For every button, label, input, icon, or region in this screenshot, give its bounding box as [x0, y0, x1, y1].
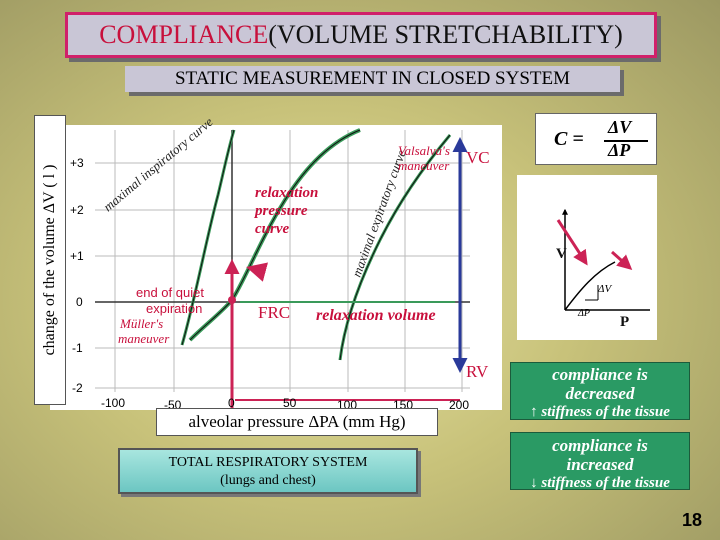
y-axis-label-box: change of the volume ΔV ( l ) — [34, 115, 66, 405]
max-inspiratory-curve-line — [181, 129, 235, 346]
formula-denominator: ΔP — [608, 140, 631, 160]
y-tick-labels: +3 +2 +1 0 -1 -2 — [70, 156, 84, 395]
muller-label-1: Müller's — [119, 316, 163, 331]
increased-line3: ↓ stiffness of the tissue — [530, 475, 670, 491]
formula-c: C = — [554, 128, 584, 150]
subtitle-banner: STATIC MEASUREMENT IN CLOSED SYSTEM — [125, 66, 620, 92]
compliance-decreased-box: compliance is decreased ↑ stiffness of t… — [510, 362, 690, 420]
relaxation-volume-label: relaxation volume — [316, 307, 436, 324]
formula-fraction-bar — [604, 140, 648, 142]
decreased-line2: decreased — [565, 384, 635, 403]
muller-label: Müller's maneuver — [118, 316, 170, 346]
compliance-formula: C = ΔV ΔP — [535, 113, 657, 165]
relaxation-pointer-arrow — [246, 262, 269, 282]
muller-label-2: maneuver — [118, 331, 170, 346]
compliance-increased-box: compliance is increased ↓ stiffness of t… — [510, 432, 690, 491]
x-tick-0: 0 — [228, 396, 235, 410]
plot-panel — [50, 125, 502, 410]
total-system-line2: (lungs and chest) — [220, 473, 316, 488]
relaxation-label: relaxation pressure curve — [253, 185, 318, 237]
title-banner: COMPLIANCE (VOLUME STRETCHABILITY) — [65, 12, 657, 58]
increased-line2: increased — [566, 455, 634, 474]
decreased-line1: compliance is — [552, 365, 648, 384]
end-quiet-label-1: end of quiet — [136, 285, 204, 300]
formula-numerator: ΔV — [608, 117, 632, 137]
relaxation-label-1: relaxation — [255, 185, 318, 201]
y-tick-neg2: -2 — [72, 381, 83, 395]
x-tick-50: 50 — [283, 396, 297, 410]
frc-label: FRC — [258, 303, 290, 322]
mini-dv-label: ΔV — [597, 283, 612, 295]
x-axis-label: alveolar pressure ΔPA (mm Hg) — [156, 408, 438, 436]
max-insp-label: maximal inspiratory curve — [100, 114, 215, 214]
mini-v-label: V — [556, 246, 567, 262]
y-tick-neg1: -1 — [72, 341, 83, 355]
relaxation-label-3: curve — [255, 221, 289, 237]
frc-point — [228, 296, 236, 304]
x-tick-neg100: -100 — [101, 396, 125, 410]
y-tick-1: +1 — [70, 249, 84, 263]
valsalva-label: Valsalva's maneuver — [398, 143, 450, 173]
title-red: COMPLIANCE — [99, 20, 269, 49]
vc-label: VC — [466, 148, 490, 167]
total-respiratory-system-box: TOTAL RESPIRATORY SYSTEM (lungs and ches… — [118, 448, 418, 494]
y-tick-3: +3 — [70, 156, 84, 170]
title-black: (VOLUME STRETCHABILITY) — [268, 20, 623, 49]
page-number: 18 — [682, 510, 703, 530]
valsalva-label-2: maneuver — [398, 158, 450, 173]
mini-dp-label: ΔP — [577, 308, 590, 319]
decreased-line3: ↑ stiffness of the tissue — [530, 404, 670, 420]
mini-compliance-graph: V P ΔV ΔP — [517, 175, 657, 340]
x-tick-200: 200 — [449, 398, 469, 412]
relaxation-label-2: pressure — [253, 203, 308, 219]
increased-line1: compliance is — [552, 436, 648, 455]
max-expiratory-curve-line — [339, 134, 451, 361]
y-tick-2: +2 — [70, 203, 84, 217]
end-quiet-label: end of quiet expiration — [136, 285, 204, 316]
y-tick-0: 0 — [76, 295, 83, 309]
mini-p-label: P — [620, 314, 629, 330]
total-system-line1: TOTAL RESPIRATORY SYSTEM — [168, 455, 368, 470]
rv-label: RV — [466, 362, 489, 381]
valsalva-label-1: Valsalva's — [398, 143, 450, 158]
relaxation-curve-line — [189, 129, 361, 341]
end-quiet-label-2: expiration — [146, 301, 202, 316]
